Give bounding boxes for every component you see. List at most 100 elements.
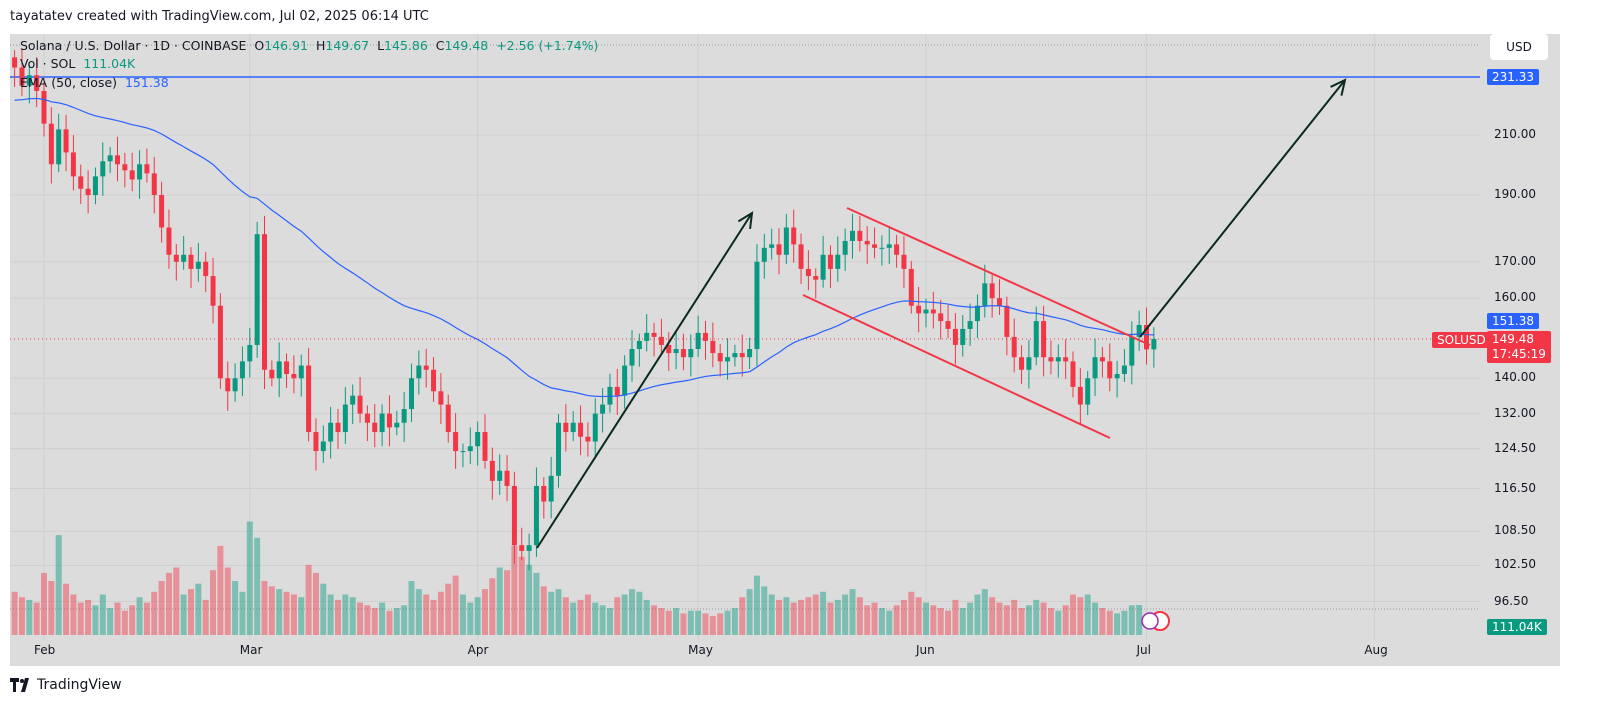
last-price-tag: 149.48 17:45:19	[1487, 331, 1551, 363]
candle-body	[328, 422, 334, 442]
candle-body	[56, 129, 62, 165]
volume-bar	[967, 602, 974, 635]
volume-bar	[70, 594, 77, 635]
candle-body	[585, 436, 591, 442]
low-value: 145.86	[384, 38, 428, 53]
volume-bar	[768, 594, 775, 635]
volume-bar	[621, 594, 628, 635]
candle-body	[482, 432, 488, 461]
candle-body	[629, 349, 635, 366]
candle-body	[769, 244, 775, 248]
volume-bar	[335, 599, 341, 635]
volume-bar	[18, 597, 25, 635]
ema-legend: EMA (50, close) 151.38	[20, 75, 169, 90]
event-icon	[1141, 612, 1159, 630]
volume-bar	[41, 572, 47, 635]
candle-body	[813, 276, 819, 280]
volume-bar	[173, 567, 180, 635]
candle-body	[791, 227, 797, 245]
candle-body	[34, 75, 40, 91]
candle-body	[445, 404, 451, 433]
volume-bar	[606, 608, 613, 635]
candle-body	[372, 422, 378, 433]
close-label: C	[435, 38, 445, 53]
volume-bar	[143, 602, 150, 635]
volume-bar	[1070, 594, 1076, 635]
candle-body	[394, 422, 400, 428]
tradingview-logo[interactable]: TradingView	[10, 677, 122, 693]
candle-body	[1055, 357, 1061, 362]
volume-bar	[783, 597, 790, 635]
candle-body	[63, 129, 69, 153]
volume-bar	[217, 545, 224, 635]
volume-bar	[386, 610, 393, 635]
volume-tag: 111.04K	[1487, 619, 1547, 635]
volume-bar	[202, 599, 209, 635]
currency-button[interactable]: USD	[1490, 34, 1548, 60]
volume-bar	[753, 575, 760, 635]
volume-bar	[945, 610, 952, 635]
candle-body	[1004, 305, 1010, 337]
volume-bar	[915, 597, 922, 635]
chart-pane[interactable]	[10, 34, 1560, 666]
volume-bar	[121, 610, 128, 635]
volume-bar	[11, 591, 18, 635]
candle-body	[181, 254, 187, 262]
x-tick-label: Feb	[34, 643, 56, 657]
volume-bar	[26, 599, 33, 635]
volume-bar	[680, 613, 687, 635]
volume-bar	[974, 594, 981, 635]
x-tick-label: Jun	[916, 643, 935, 657]
volume-bar	[180, 594, 187, 635]
volume-bar	[864, 605, 871, 635]
volume-bar	[290, 594, 297, 635]
candle-body	[85, 188, 91, 196]
volume-bar	[548, 591, 555, 635]
volume-bar	[1018, 608, 1025, 635]
candle-body	[313, 432, 319, 452]
volume-bar	[555, 589, 562, 635]
volume-legend: Vol · SOL 111.04K	[20, 56, 135, 71]
volume-bar	[312, 572, 319, 635]
volume-bar	[592, 602, 599, 635]
bar-countdown: 17:45:19	[1492, 347, 1546, 361]
candle-body	[519, 545, 525, 551]
volume-bar	[445, 583, 452, 635]
y-tick-label: 160.00	[1494, 290, 1536, 305]
level-price-tag: 231.33	[1487, 69, 1539, 85]
candle-body	[19, 67, 25, 86]
volume-value: 111.04K	[83, 56, 136, 71]
candle-body	[1077, 386, 1083, 405]
volume-bar	[48, 581, 55, 635]
y-tick-label: 96.50	[1494, 593, 1529, 608]
candle-body	[48, 123, 54, 165]
candle-body	[658, 336, 664, 345]
x-tick-label: Aug	[1364, 643, 1388, 657]
volume-bar	[533, 572, 540, 635]
volume-bar	[268, 586, 275, 635]
volume-bar	[99, 594, 106, 635]
ema-label: EMA (50, close)	[20, 75, 118, 90]
volume-bar	[437, 591, 444, 635]
candle-body	[783, 227, 789, 255]
y-tick-label: 170.00	[1494, 253, 1536, 268]
candle-body	[262, 234, 267, 370]
candle-body	[526, 545, 532, 551]
volume-bar	[996, 602, 1003, 635]
volume-bar	[849, 589, 856, 635]
volume-bar	[489, 578, 496, 635]
candle-body	[717, 353, 723, 362]
volume-bar	[599, 605, 606, 635]
candle-body	[798, 244, 804, 269]
candle-body	[78, 176, 84, 189]
candle-body	[541, 485, 547, 502]
candle-body	[217, 305, 223, 379]
volume-bar	[1025, 605, 1032, 635]
candle-body	[70, 152, 76, 177]
candle-body	[1099, 357, 1105, 362]
change-value: +2.56 (+1.74%)	[496, 38, 599, 53]
chart-credit: tayatatev created with TradingView.com, …	[10, 9, 429, 24]
volume-bar	[526, 564, 533, 635]
candle-body	[159, 195, 165, 228]
